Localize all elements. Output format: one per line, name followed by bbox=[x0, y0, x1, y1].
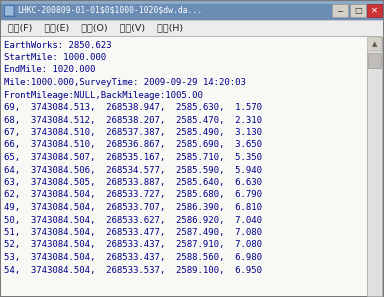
Text: 68,  3743084.512,  268538.207,  2585.470,  2.310: 68, 3743084.512, 268538.207, 2585.470, 2… bbox=[4, 116, 262, 124]
Text: 53,  3743084.504,  268533.437,  2588.560,  6.980: 53, 3743084.504, 268533.437, 2588.560, 6… bbox=[4, 253, 262, 262]
Text: 65,  3743084.507,  268535.167,  2585.710,  5.350: 65, 3743084.507, 268535.167, 2585.710, 5… bbox=[4, 153, 262, 162]
Text: 63,  3743084.505,  268533.887,  2585.640,  6.630: 63, 3743084.505, 268533.887, 2585.640, 6… bbox=[4, 178, 262, 187]
Bar bbox=[1, 1, 383, 20]
Bar bbox=[1, 20, 383, 36]
Text: 49,  3743084.504,  268533.707,  2586.390,  6.810: 49, 3743084.504, 268533.707, 2586.390, 6… bbox=[4, 203, 262, 212]
Text: FrontMileage:NULL,BackMileage:1005.00: FrontMileage:NULL,BackMileage:1005.00 bbox=[4, 91, 203, 99]
Bar bbox=[367, 4, 382, 17]
Text: ─: ─ bbox=[338, 6, 343, 15]
Text: 62,  3743084.504,  268533.727,  2585.680,  6.790: 62, 3743084.504, 268533.727, 2585.680, 6… bbox=[4, 190, 262, 200]
Text: 52,  3743084.504,  268533.437,  2587.910,  7.080: 52, 3743084.504, 268533.437, 2587.910, 7… bbox=[4, 241, 262, 249]
Text: 67,  3743084.510,  268537.387,  2585.490,  3.130: 67, 3743084.510, 268537.387, 2585.490, 3… bbox=[4, 128, 262, 137]
Text: □: □ bbox=[354, 6, 362, 15]
Text: 69,  3743084.513,  268538.947,  2585.630,  1.570: 69, 3743084.513, 268538.947, 2585.630, 1… bbox=[4, 103, 262, 112]
Text: LHKC-200809-01-01$0$1000-1020$dw.da...: LHKC-200809-01-01$0$1000-1020$dw.da... bbox=[17, 6, 202, 15]
Bar bbox=[350, 4, 366, 17]
Bar bbox=[1, 1, 383, 4]
Text: EarthWorks: 2850.623: EarthWorks: 2850.623 bbox=[4, 40, 111, 50]
Text: 54,  3743084.504,  268533.537,  2589.100,  6.950: 54, 3743084.504, 268533.537, 2589.100, 6… bbox=[4, 266, 262, 274]
Text: 64,  3743084.506,  268534.577,  2585.590,  5.940: 64, 3743084.506, 268534.577, 2585.590, 5… bbox=[4, 165, 262, 175]
Text: ▲: ▲ bbox=[372, 41, 377, 47]
Text: StartMile: 1000.000: StartMile: 1000.000 bbox=[4, 53, 106, 62]
Text: ✕: ✕ bbox=[371, 6, 378, 15]
Bar bbox=[5, 6, 13, 15]
Text: EndMile: 1020.000: EndMile: 1020.000 bbox=[4, 66, 95, 75]
Text: 文件(F)    编辑(E)    格式(O)    查看(V)    帮助(H): 文件(F) 编辑(E) 格式(O) 查看(V) 帮助(H) bbox=[8, 23, 183, 32]
Text: Mile:1000.000,SurveyTime: 2009-09-29 14:20:03: Mile:1000.000,SurveyTime: 2009-09-29 14:… bbox=[4, 78, 246, 87]
Bar bbox=[367, 37, 382, 51]
Bar bbox=[368, 53, 381, 68]
Text: 51,  3743084.504,  268533.477,  2587.490,  7.080: 51, 3743084.504, 268533.477, 2587.490, 7… bbox=[4, 228, 262, 237]
Bar bbox=[4, 5, 14, 16]
Bar bbox=[1, 37, 367, 296]
Text: 50,  3743084.504,  268533.627,  2586.920,  7.040: 50, 3743084.504, 268533.627, 2586.920, 7… bbox=[4, 216, 262, 225]
Bar bbox=[332, 4, 348, 17]
Bar bbox=[367, 37, 382, 296]
Text: 66,  3743084.510,  268536.867,  2585.690,  3.650: 66, 3743084.510, 268536.867, 2585.690, 3… bbox=[4, 140, 262, 149]
